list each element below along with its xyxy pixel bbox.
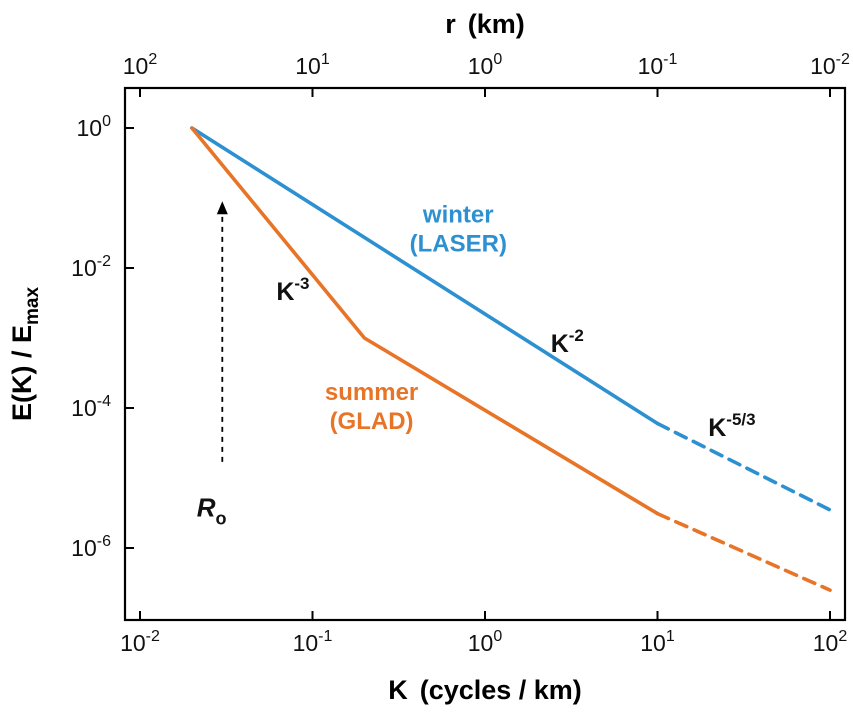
top-tick-label: 102	[123, 51, 158, 79]
curve-label: summer	[325, 379, 418, 406]
y-tick-label: 10-4	[71, 393, 111, 421]
top-tick-label: 10-2	[810, 51, 850, 79]
x-axis-title: K (cycles / km)	[388, 675, 582, 705]
top-axis-title-main: r	[445, 9, 456, 39]
spectrum-line-solid	[190, 126, 660, 516]
ro-label: Ro	[197, 493, 227, 529]
curve-label: (GLAD)	[330, 408, 414, 435]
x-tick-label: 102	[813, 628, 848, 656]
spectrum-line-dashed	[655, 421, 832, 512]
y-tick-label: 10-6	[71, 533, 111, 561]
x-tick-label: 10-1	[293, 628, 333, 656]
curve-label: (LASER)	[410, 230, 507, 257]
slope-label: K-2	[551, 326, 584, 358]
spectrum-line-dashed	[655, 511, 832, 592]
y-axis-title-sub: max	[22, 287, 43, 325]
ro-arrow-head	[216, 201, 228, 215]
y-axis-title: E(K) / Emax	[7, 287, 43, 421]
x-axis-title-paren: (cycles / km)	[420, 675, 582, 705]
x-tick-label: 10-2	[120, 628, 160, 656]
top-axis-title: r (km)	[445, 9, 525, 39]
top-tick-label: 100	[468, 51, 503, 79]
x-tick-label: 100	[468, 628, 503, 656]
plot-frame	[123, 86, 847, 622]
chart-generated-layer: 10-2 10-1 100 101 102 102 101 100 10-1 10-2 100 10-…	[71, 51, 850, 656]
y-axis-title-main: E(K) / E	[7, 325, 37, 421]
y-tick-label: 100	[77, 113, 112, 141]
spectrum-line-solid	[190, 126, 660, 426]
top-tick-label: 101	[295, 51, 330, 79]
slope-label: K-5/3	[708, 410, 755, 442]
y-tick-label: 10-2	[71, 253, 111, 281]
x-tick-label: 101	[640, 628, 675, 656]
curve-label: winter	[422, 201, 494, 228]
top-tick-label: 10-1	[638, 51, 678, 79]
x-axis-title-main: K	[388, 675, 408, 705]
top-axis-title-paren: (km)	[468, 9, 525, 39]
slope-label: K-3	[276, 274, 309, 306]
